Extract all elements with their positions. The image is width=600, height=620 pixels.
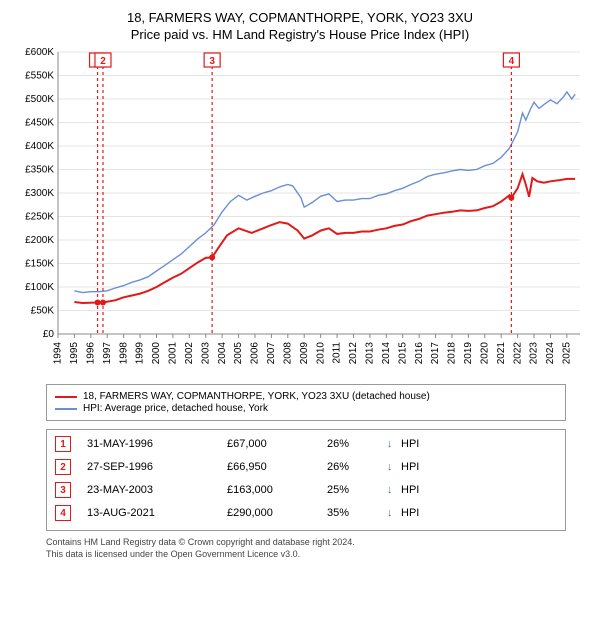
svg-text:£250K: £250K <box>25 212 54 223</box>
event-row-2: 2 27-SEP-1996 £66,950 26% ↓ HPI <box>55 459 557 475</box>
svg-text:1994: 1994 <box>53 342 64 365</box>
event-row-4: 4 13-AUG-2021 £290,000 35% ↓ HPI <box>55 505 557 521</box>
events-table: 1 31-MAY-1996 £67,000 26% ↓ HPI 2 27-SEP… <box>46 429 566 531</box>
event-marker-1: 1 <box>55 436 71 452</box>
legend-row-hpi: HPI: Average price, detached house, York <box>55 403 557 414</box>
event-date-3: 23-MAY-2003 <box>87 484 227 496</box>
down-arrow-icon: ↓ <box>387 507 401 519</box>
legend-swatch-hpi <box>55 408 77 410</box>
event-date-2: 27-SEP-1996 <box>87 461 227 473</box>
svg-text:1999: 1999 <box>135 342 146 365</box>
svg-text:2019: 2019 <box>463 342 474 365</box>
event-suffix-2: HPI <box>401 461 419 473</box>
down-arrow-icon: ↓ <box>387 438 401 450</box>
svg-text:2022: 2022 <box>512 342 523 365</box>
svg-text:2010: 2010 <box>315 342 326 365</box>
svg-text:2006: 2006 <box>250 342 261 365</box>
down-arrow-icon: ↓ <box>387 461 401 473</box>
svg-text:2025: 2025 <box>562 342 573 365</box>
svg-text:2007: 2007 <box>266 342 277 365</box>
svg-text:2013: 2013 <box>365 342 376 365</box>
svg-text:£200K: £200K <box>25 235 54 246</box>
event-marker-2: 2 <box>55 459 71 475</box>
footnote-line-2: This data is licensed under the Open Gov… <box>46 549 586 561</box>
svg-text:2: 2 <box>100 56 106 67</box>
svg-text:2009: 2009 <box>299 342 310 365</box>
event-price-2: £66,950 <box>227 461 327 473</box>
svg-text:£500K: £500K <box>25 94 54 105</box>
title-main: 18, FARMERS WAY, COPMANTHORPE, YORK, YO2… <box>14 10 586 25</box>
event-pct-4: 35% <box>327 507 387 519</box>
event-marker-4: 4 <box>55 505 71 521</box>
legend-row-property: 18, FARMERS WAY, COPMANTHORPE, YORK, YO2… <box>55 391 557 402</box>
svg-text:1997: 1997 <box>102 342 113 365</box>
chart-svg: £0 £50K £100K £150K £200K £250K £300K £350K £400… <box>14 48 586 378</box>
legend-label-hpi: HPI: Average price, detached house, York <box>83 403 268 414</box>
svg-text:1995: 1995 <box>69 342 80 365</box>
event-pct-1: 26% <box>327 438 387 450</box>
svg-text:2024: 2024 <box>545 342 556 365</box>
svg-text:£100K: £100K <box>25 282 54 293</box>
svg-text:2004: 2004 <box>217 342 228 365</box>
svg-text:£0: £0 <box>43 329 55 340</box>
legend-box: 18, FARMERS WAY, COPMANTHORPE, YORK, YO2… <box>46 384 566 421</box>
event-marker-3: 3 <box>55 482 71 498</box>
svg-text:2011: 2011 <box>332 342 343 364</box>
svg-text:2015: 2015 <box>397 342 408 365</box>
svg-text:3: 3 <box>209 56 215 67</box>
svg-text:£50K: £50K <box>31 306 55 317</box>
event-pct-2: 26% <box>327 461 387 473</box>
svg-text:2005: 2005 <box>233 342 244 365</box>
event-pct-3: 25% <box>327 484 387 496</box>
event-price-4: £290,000 <box>227 507 327 519</box>
svg-text:2023: 2023 <box>529 342 540 365</box>
footnote-line-1: Contains HM Land Registry data © Crown c… <box>46 537 586 549</box>
legend-swatch-property <box>55 396 77 398</box>
event-date-1: 31-MAY-1996 <box>87 438 227 450</box>
svg-text:4: 4 <box>509 56 515 67</box>
title-block: 18, FARMERS WAY, COPMANTHORPE, YORK, YO2… <box>14 10 586 48</box>
svg-text:2021: 2021 <box>496 342 507 365</box>
svg-text:£350K: £350K <box>25 165 54 176</box>
chart-area: £0 £50K £100K £150K £200K £250K £300K £350K £400… <box>14 48 586 378</box>
event-suffix-3: HPI <box>401 484 419 496</box>
svg-text:£450K: £450K <box>25 118 54 129</box>
event-suffix-1: HPI <box>401 438 419 450</box>
svg-text:£150K: £150K <box>25 259 54 270</box>
svg-text:£400K: £400K <box>25 141 54 152</box>
footnote: Contains HM Land Registry data © Crown c… <box>46 537 586 560</box>
svg-text:£600K: £600K <box>25 48 54 58</box>
event-price-1: £67,000 <box>227 438 327 450</box>
svg-text:2002: 2002 <box>184 342 195 365</box>
svg-text:1996: 1996 <box>85 342 96 365</box>
event-date-4: 13-AUG-2021 <box>87 507 227 519</box>
svg-text:1998: 1998 <box>118 342 129 365</box>
event-price-3: £163,000 <box>227 484 327 496</box>
chart-container: 18, FARMERS WAY, COPMANTHORPE, YORK, YO2… <box>0 0 600 620</box>
svg-text:£550K: £550K <box>25 71 54 82</box>
event-row-3: 3 23-MAY-2003 £163,000 25% ↓ HPI <box>55 482 557 498</box>
event-suffix-4: HPI <box>401 507 419 519</box>
svg-text:2018: 2018 <box>447 342 458 365</box>
event-row-1: 1 31-MAY-1996 £67,000 26% ↓ HPI <box>55 436 557 452</box>
svg-text:£300K: £300K <box>25 188 54 199</box>
svg-text:2020: 2020 <box>479 342 490 365</box>
legend-label-property: 18, FARMERS WAY, COPMANTHORPE, YORK, YO2… <box>83 391 430 402</box>
svg-text:2017: 2017 <box>430 342 441 365</box>
down-arrow-icon: ↓ <box>387 484 401 496</box>
svg-text:2012: 2012 <box>348 342 359 365</box>
svg-text:2014: 2014 <box>381 342 392 365</box>
svg-text:2000: 2000 <box>151 342 162 365</box>
svg-text:2008: 2008 <box>282 342 293 365</box>
svg-text:2016: 2016 <box>414 342 425 365</box>
svg-text:2001: 2001 <box>168 342 179 365</box>
title-sub: Price paid vs. HM Land Registry's House … <box>14 27 586 42</box>
svg-text:2003: 2003 <box>200 342 211 365</box>
